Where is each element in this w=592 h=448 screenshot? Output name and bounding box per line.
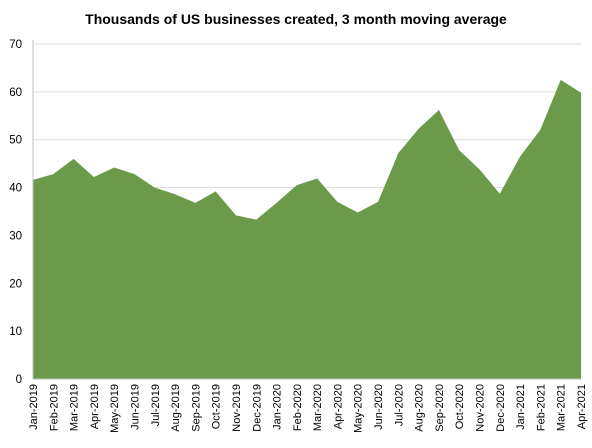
chart-title: Thousands of US businesses created, 3 mo… (85, 11, 507, 27)
plot-area (33, 79, 581, 379)
x-tick-label: Jun-2019 (129, 384, 141, 430)
x-tick-label: May-2019 (109, 384, 121, 433)
x-tick-label: Nov-2020 (475, 384, 487, 432)
y-tick-label: 0 (16, 374, 22, 386)
x-tick-label: Jan-2020 (272, 384, 284, 430)
area-series (33, 79, 581, 379)
y-tick-label: 20 (9, 278, 22, 290)
x-tick-label: Jan-2019 (28, 384, 40, 430)
x-tick-label: Mar-2021 (556, 384, 568, 431)
x-tick-label: Aug-2020 (414, 384, 426, 432)
x-tick-label: Feb-2019 (48, 384, 60, 431)
x-tick-label: Jun-2020 (373, 384, 385, 430)
y-tick-label: 40 (9, 183, 22, 195)
y-tick-label: 70 (9, 39, 22, 51)
x-tick-label: Apr-2019 (89, 384, 101, 429)
x-tick-label: Mar-2019 (69, 384, 81, 431)
x-tick-label: Apr-2021 (576, 384, 588, 429)
x-tick-label: Dec-2020 (495, 384, 507, 432)
axes: 0 10 20 30 40 50 60 70 Jan-2019 Feb-2019 Mar-2019 A… (9, 39, 588, 433)
y-tick-label: 10 (9, 326, 22, 338)
x-tick-label: May-2020 (353, 384, 365, 433)
x-tick-label: Mar-2020 (312, 384, 324, 431)
x-tick-label: Aug-2019 (170, 384, 182, 432)
x-tick-label: Apr-2020 (332, 384, 344, 429)
x-tick-label: Feb-2020 (292, 384, 304, 431)
x-tick-label: Jan-2021 (515, 384, 527, 430)
x-tick-label: Dec-2019 (251, 384, 263, 432)
x-tick-label: Sep-2020 (434, 384, 446, 432)
y-tick-label: 30 (9, 230, 22, 242)
x-tick-label: Sep-2019 (190, 384, 202, 432)
x-tick-label: Nov-2019 (231, 384, 243, 432)
x-tick-label: Feb-2021 (535, 384, 547, 431)
x-tick-label: Jul-2020 (393, 384, 405, 426)
y-tick-label: 50 (9, 135, 22, 147)
y-tick-label: 60 (9, 87, 22, 99)
x-tick-label: Jul-2019 (150, 384, 162, 426)
x-tick-label: Oct-2019 (211, 384, 223, 429)
x-tick-label: Oct-2020 (454, 384, 466, 429)
